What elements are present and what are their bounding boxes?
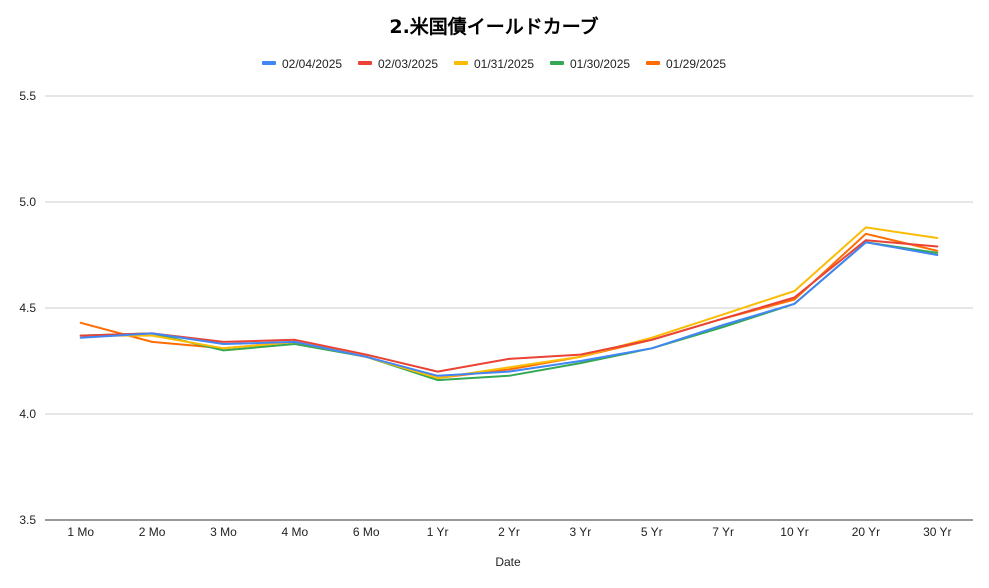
legend-item-02-03-2025[interactable]: 02/03/2025 xyxy=(358,57,438,71)
series-line-01-31-2025[interactable] xyxy=(79,226,939,379)
legend-item-01-31-2025[interactable]: 01/31/2025 xyxy=(454,57,534,71)
y-axis-ticks: 3.5 4.0 4.5 5.0 5.5 xyxy=(19,89,36,527)
y-tick-label: 4.0 xyxy=(19,407,36,421)
legend: 02/04/2025 02/03/2025 01/31/2025 01/30/2025… xyxy=(262,57,726,71)
x-tick-label: 30 Yr xyxy=(923,525,951,539)
x-tick-label: 3 Yr xyxy=(569,525,591,539)
x-tick-label: 5 Yr xyxy=(641,525,663,539)
legend-swatch xyxy=(550,61,564,65)
series-line-02-04-2025[interactable] xyxy=(79,241,939,377)
x-tick-label: 2 Mo xyxy=(139,525,166,539)
x-tick-label: 1 Mo xyxy=(67,525,94,539)
legend-swatch xyxy=(358,61,372,65)
legend-swatch xyxy=(454,61,468,65)
y-tick-label: 5.5 xyxy=(19,89,36,103)
x-tick-label: 1 Yr xyxy=(427,525,449,539)
legend-item-02-04-2025[interactable]: 02/04/2025 xyxy=(262,57,342,71)
x-tick-label: 4 Mo xyxy=(282,525,309,539)
legend-label: 01/31/2025 xyxy=(474,57,534,71)
legend-label: 02/04/2025 xyxy=(282,57,342,71)
chart-title: 2.米国債イールドカーブ xyxy=(389,15,598,38)
legend-swatch xyxy=(262,61,276,65)
legend-label: 01/29/2025 xyxy=(666,57,726,71)
series-lines xyxy=(79,226,939,382)
x-tick-label: 2 Yr xyxy=(498,525,520,539)
legend-label: 01/30/2025 xyxy=(570,57,630,71)
x-tick-label: 6 Mo xyxy=(353,525,380,539)
y-tick-label: 4.5 xyxy=(19,301,36,315)
legend-label: 02/03/2025 xyxy=(378,57,438,71)
gridlines xyxy=(45,95,973,521)
x-axis-ticks: 1 Mo 2 Mo 3 Mo 4 Mo 6 Mo 1 Yr 2 Yr 3 Yr 5 Yr 7 Yr… xyxy=(67,525,951,539)
y-tick-label: 5.0 xyxy=(19,195,36,209)
y-tick-label: 3.5 xyxy=(19,513,36,527)
x-tick-label: 20 Yr xyxy=(852,525,880,539)
legend-item-01-30-2025[interactable]: 01/30/2025 xyxy=(550,57,630,71)
x-tick-label: 3 Mo xyxy=(210,525,237,539)
series-line-02-03-2025[interactable] xyxy=(79,239,939,373)
x-axis-title: Date xyxy=(495,555,521,569)
legend-item-01-29-2025[interactable]: 01/29/2025 xyxy=(646,57,726,71)
x-tick-label: 7 Yr xyxy=(712,525,734,539)
series-line-01-29-2025[interactable] xyxy=(79,232,939,379)
x-tick-label: 10 Yr xyxy=(780,525,808,539)
legend-swatch xyxy=(646,61,660,65)
